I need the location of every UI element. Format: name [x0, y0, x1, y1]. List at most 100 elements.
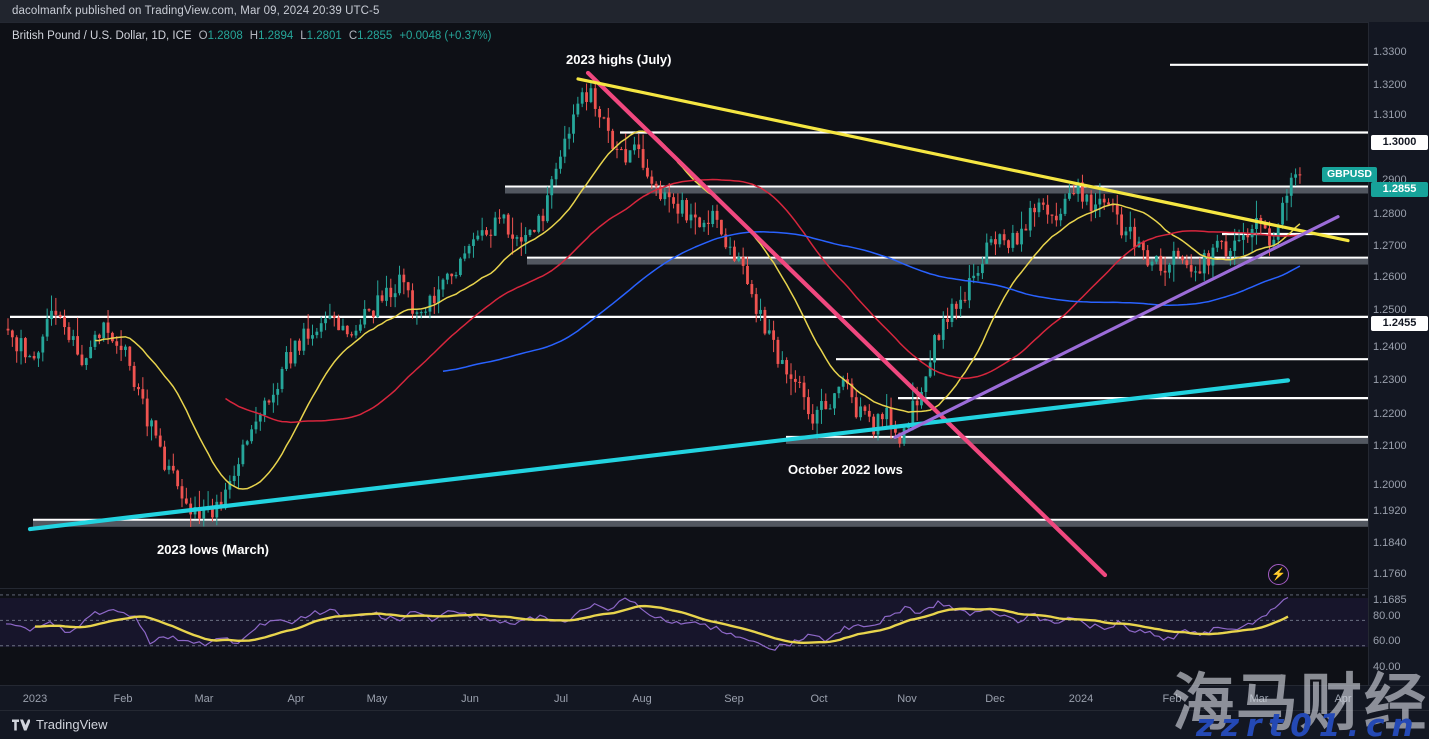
- candle-body: [324, 318, 327, 324]
- candle-body: [1150, 261, 1154, 266]
- candle-body: [763, 309, 767, 334]
- price-axis-tick: 1.1840: [1373, 537, 1407, 549]
- candle-body: [154, 420, 158, 436]
- candle-body: [97, 334, 101, 338]
- candle-body: [1046, 204, 1050, 215]
- candle-body: [176, 470, 180, 487]
- candle-body: [128, 346, 132, 366]
- candle-body: [676, 203, 680, 214]
- candle-body: [1163, 270, 1167, 273]
- candle-body: [1172, 250, 1176, 265]
- candle-body: [828, 408, 832, 410]
- candle-body: [32, 355, 36, 359]
- price-chart-pane[interactable]: [0, 22, 1368, 588]
- legend-open-label: O: [198, 30, 208, 42]
- candle-body: [589, 88, 593, 102]
- candle-body: [1220, 240, 1224, 242]
- candle-body: [102, 322, 106, 338]
- footer-bar: TradingView: [0, 710, 1429, 739]
- candle-body: [171, 465, 175, 471]
- candle-body: [132, 365, 136, 387]
- candle-body: [989, 239, 993, 243]
- candle-body: [54, 310, 58, 315]
- candle-body: [315, 331, 319, 336]
- candle-body: [254, 421, 258, 430]
- candle-body: [1024, 228, 1028, 231]
- candle-body: [419, 312, 423, 314]
- candle-body: [885, 407, 889, 420]
- lightning-bolt-icon[interactable]: ⚡: [1268, 564, 1289, 585]
- candle-body: [71, 336, 75, 340]
- candle-body: [641, 149, 645, 168]
- price-axis-tick: 1.2900: [1373, 174, 1407, 186]
- candle-body: [837, 386, 841, 394]
- candle-body: [1011, 232, 1015, 248]
- time-axis[interactable]: 2023 Feb Mar Apr May Jun Jul Aug Sep Oct Nov Dec 202…: [0, 685, 1429, 710]
- legend-high-label: H: [249, 30, 259, 42]
- candle-body: [298, 340, 301, 351]
- candlestick-series: [6, 79, 1302, 527]
- candle-body: [467, 245, 471, 254]
- candle-body: [472, 239, 475, 246]
- candle-body: [280, 368, 284, 389]
- candle-body: [306, 328, 310, 339]
- price-axis-tag: 1.3000: [1371, 135, 1428, 150]
- price-axis-tick: 1.2400: [1373, 341, 1407, 353]
- time-axis-tick: Nov: [897, 693, 917, 705]
- price-axis-tag: 1.2455: [1371, 316, 1428, 331]
- candle-body: [428, 295, 432, 312]
- candle-body: [554, 168, 558, 180]
- candle-body: [398, 274, 401, 294]
- candle-body: [1089, 194, 1093, 212]
- candle-body: [167, 465, 171, 470]
- candle-body: [437, 289, 441, 304]
- candle-body: [685, 200, 688, 221]
- candle-body: [271, 394, 275, 403]
- candle-body: [463, 253, 467, 259]
- candle-body: [689, 214, 693, 221]
- price-zone-band: [527, 257, 1368, 265]
- candle-body: [789, 374, 793, 379]
- trendline[interactable]: [576, 77, 1350, 243]
- candle-body: [350, 334, 354, 336]
- legend-open-value: 1.2808: [207, 30, 243, 42]
- candle-body: [628, 150, 632, 163]
- time-axis-tick: Feb: [113, 693, 133, 705]
- time-axis-tick: Oct: [810, 693, 828, 705]
- candle-body: [724, 234, 728, 248]
- time-axis-tick: Jun: [461, 693, 479, 705]
- trendline[interactable]: [585, 70, 1108, 578]
- candle-body: [928, 362, 932, 377]
- tradingview-logo[interactable]: TradingView: [12, 717, 108, 732]
- time-axis-tick: Aug: [632, 693, 652, 705]
- attribution-bar: dacolmanfx published on TradingView.com,…: [0, 0, 1429, 22]
- candle-body: [672, 197, 675, 204]
- candle-body: [502, 214, 506, 219]
- candle-body: [793, 378, 797, 382]
- candle-body: [580, 92, 584, 104]
- candle-body: [546, 195, 549, 222]
- candle-body: [228, 481, 232, 490]
- candle-body: [733, 246, 736, 261]
- candle-body: [106, 322, 110, 333]
- candle-body: [37, 352, 40, 359]
- price-axis[interactable]: 1.3300 1.3200 1.3100 1.2900 1.2800 1.2700 1.26…: [1368, 22, 1429, 699]
- rsi-line: [5, 596, 1289, 651]
- candle-body: [293, 340, 297, 364]
- candle-body: [1107, 202, 1110, 205]
- trendline[interactable]: [27, 378, 1291, 532]
- candle-body: [633, 144, 636, 151]
- rsi-indicator-pane[interactable]: [0, 588, 1368, 685]
- price-axis-tick: 1.2800: [1373, 208, 1407, 220]
- candle-body: [367, 308, 371, 311]
- candle-body: [1146, 250, 1150, 266]
- price-axis-tick: 1.3200: [1373, 79, 1407, 91]
- candle-body: [876, 414, 880, 435]
- trendline[interactable]: [893, 215, 1340, 439]
- time-axis-tick: Apr: [287, 693, 305, 705]
- candle-body: [1124, 231, 1128, 236]
- candle-body: [606, 117, 610, 131]
- price-axis-tick: 1.2200: [1373, 408, 1407, 420]
- candle-body: [902, 428, 906, 444]
- candle-body: [1207, 253, 1210, 266]
